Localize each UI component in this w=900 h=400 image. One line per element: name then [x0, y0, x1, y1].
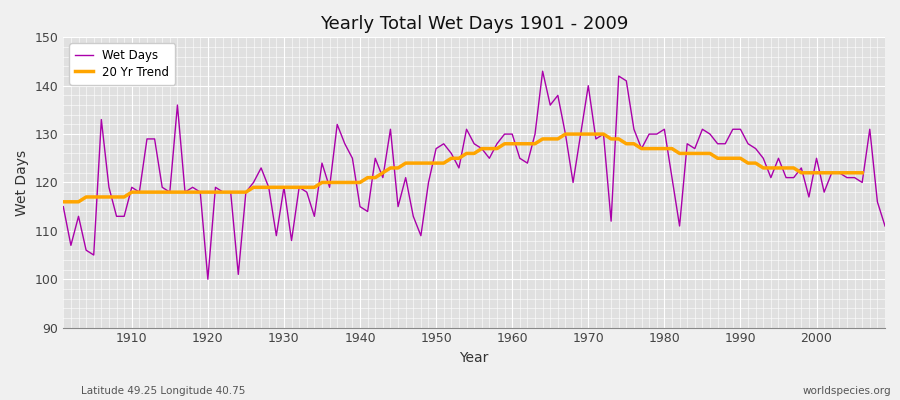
20 Yr Trend — [529, 141, 540, 146]
Wet Days — [293, 185, 304, 190]
X-axis label: Year: Year — [460, 351, 489, 365]
Text: worldspecies.org: worldspecies.org — [803, 386, 891, 396]
20 Yr Trend — [560, 132, 571, 136]
20 Yr Trend — [522, 141, 533, 146]
20 Yr Trend — [857, 170, 868, 175]
Line: Wet Days: Wet Days — [63, 71, 885, 279]
20 Yr Trend — [583, 132, 594, 136]
Wet Days — [119, 214, 130, 219]
20 Yr Trend — [58, 200, 68, 204]
Wet Days — [507, 132, 517, 136]
Wet Days — [515, 156, 526, 161]
20 Yr Trend — [81, 194, 92, 199]
20 Yr Trend — [613, 136, 624, 141]
Wet Days — [879, 224, 890, 228]
Line: 20 Yr Trend: 20 Yr Trend — [63, 134, 862, 202]
Title: Yearly Total Wet Days 1901 - 2009: Yearly Total Wet Days 1901 - 2009 — [320, 15, 628, 33]
Wet Days — [58, 204, 68, 209]
Wet Days — [613, 74, 624, 78]
Wet Days — [339, 141, 350, 146]
Text: Latitude 49.25 Longitude 40.75: Latitude 49.25 Longitude 40.75 — [81, 386, 246, 396]
Legend: Wet Days, 20 Yr Trend: Wet Days, 20 Yr Trend — [69, 43, 176, 84]
Wet Days — [537, 69, 548, 74]
20 Yr Trend — [758, 166, 769, 170]
Wet Days — [202, 277, 213, 282]
Y-axis label: Wet Days: Wet Days — [15, 149, 29, 216]
